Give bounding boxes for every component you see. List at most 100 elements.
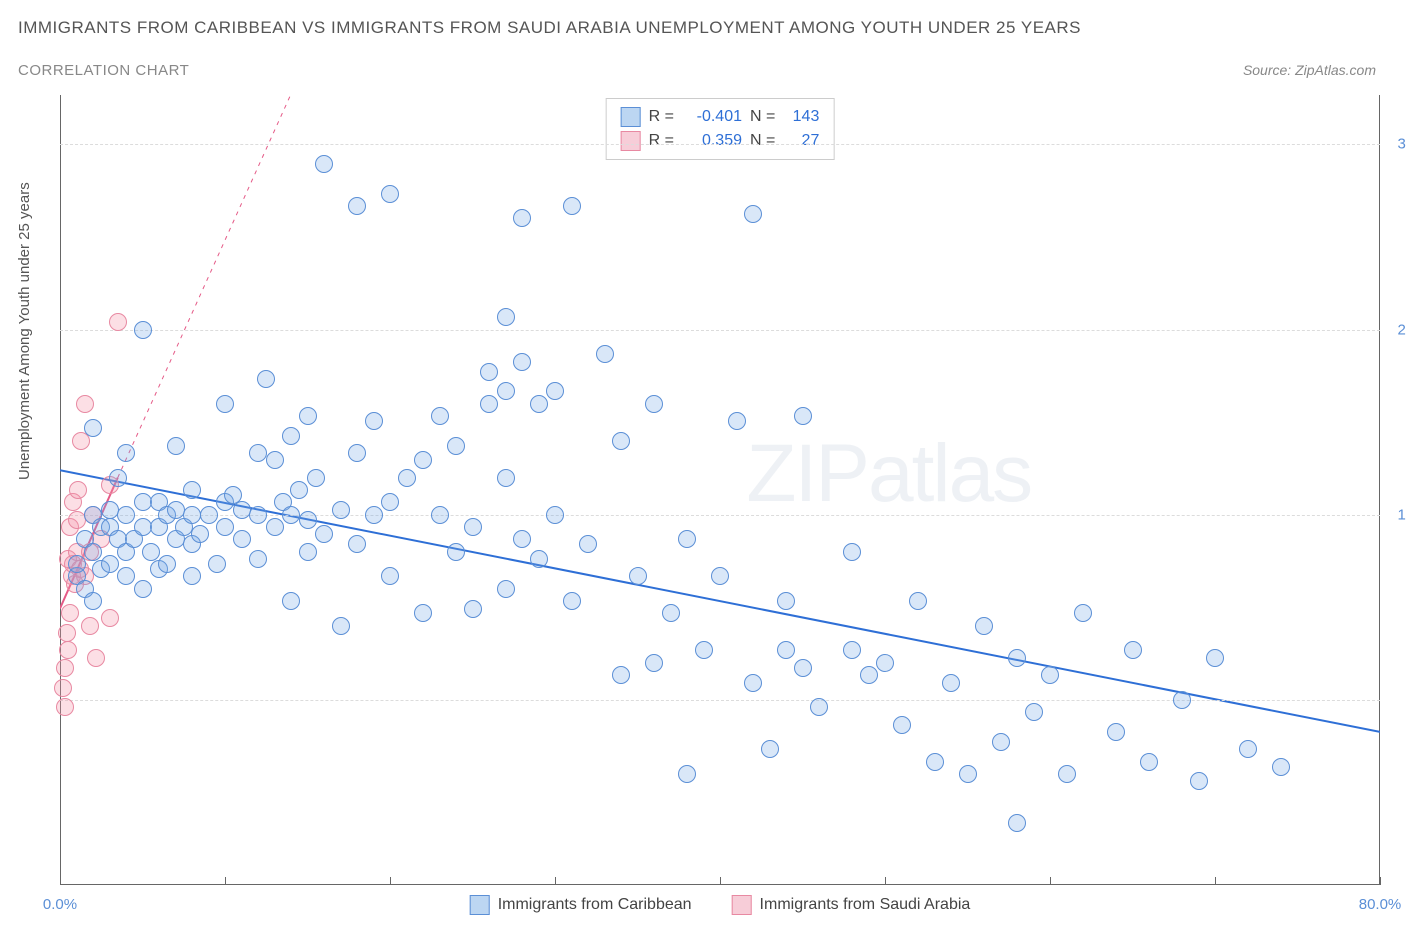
data-point-caribbean (447, 437, 465, 455)
r-label: R = (649, 105, 674, 129)
data-point-saudi (76, 395, 94, 413)
data-point-caribbean (431, 506, 449, 524)
data-point-caribbean (546, 382, 564, 400)
data-point-caribbean (134, 518, 152, 536)
x-tick (60, 877, 61, 885)
stats-legend: R = -0.401 N = 143 R = 0.359 N = 27 (606, 98, 835, 160)
x-tick (885, 877, 886, 885)
data-point-caribbean (480, 363, 498, 381)
y-axis-line (60, 95, 61, 885)
data-point-caribbean (596, 345, 614, 363)
data-point-caribbean (1107, 723, 1125, 741)
x-tick-label: 0.0% (43, 896, 77, 913)
data-point-caribbean (117, 444, 135, 462)
data-point-caribbean (183, 567, 201, 585)
r-value-saudi: 0.359 (682, 129, 742, 153)
data-point-caribbean (68, 555, 86, 573)
data-point-caribbean (167, 501, 185, 519)
chart-subtitle: CORRELATION CHART (18, 62, 189, 79)
data-point-caribbean (975, 617, 993, 635)
data-point-caribbean (414, 604, 432, 622)
data-point-caribbean (249, 444, 267, 462)
data-point-caribbean (381, 567, 399, 585)
data-point-caribbean (299, 543, 317, 561)
data-point-caribbean (101, 501, 119, 519)
data-point-caribbean (299, 407, 317, 425)
data-point-caribbean (909, 592, 927, 610)
n-value-caribbean: 143 (783, 105, 819, 129)
data-point-caribbean (794, 659, 812, 677)
data-point-caribbean (266, 451, 284, 469)
swatch-caribbean (621, 107, 641, 127)
data-point-caribbean (109, 469, 127, 487)
x-tick (1215, 877, 1216, 885)
data-point-caribbean (1008, 649, 1026, 667)
data-point-caribbean (431, 407, 449, 425)
data-point-caribbean (332, 617, 350, 635)
data-point-caribbean (1206, 649, 1224, 667)
data-point-caribbean (1025, 703, 1043, 721)
data-point-caribbean (332, 501, 350, 519)
data-point-caribbean (266, 518, 284, 536)
data-point-caribbean (662, 604, 680, 622)
data-point-caribbean (464, 600, 482, 618)
data-point-caribbean (612, 666, 630, 684)
data-point-caribbean (497, 580, 515, 598)
x-tick (225, 877, 226, 885)
data-point-caribbean (191, 525, 209, 543)
data-point-caribbean (183, 506, 201, 524)
data-point-caribbean (728, 412, 746, 430)
data-point-caribbean (513, 530, 531, 548)
series-legend: Immigrants from Caribbean Immigrants fro… (470, 895, 971, 915)
x-tick (1380, 877, 1381, 885)
y-tick-label: 30.0% (1385, 136, 1406, 153)
data-point-caribbean (233, 530, 251, 548)
trend-lines-layer (60, 95, 1380, 885)
data-point-caribbean (843, 641, 861, 659)
data-point-caribbean (744, 674, 762, 692)
data-point-saudi (56, 698, 74, 716)
watermark-zip: ZIP (746, 428, 868, 519)
data-point-caribbean (117, 567, 135, 585)
data-point-caribbean (843, 543, 861, 561)
data-point-caribbean (183, 481, 201, 499)
data-point-caribbean (216, 518, 234, 536)
data-point-caribbean (365, 506, 383, 524)
legend-item-saudi: Immigrants from Saudi Arabia (732, 895, 971, 915)
y-axis-label: Unemployment Among Youth under 25 years (16, 182, 33, 480)
y-tick-label: 7.5% (1385, 691, 1406, 708)
data-point-caribbean (134, 321, 152, 339)
data-point-caribbean (497, 308, 515, 326)
data-point-caribbean (348, 444, 366, 462)
data-point-caribbean (480, 395, 498, 413)
data-point-caribbean (959, 765, 977, 783)
data-point-caribbean (1008, 814, 1026, 832)
data-point-saudi (87, 649, 105, 667)
data-point-caribbean (497, 382, 515, 400)
swatch-saudi (732, 895, 752, 915)
data-point-caribbean (158, 555, 176, 573)
data-point-caribbean (744, 205, 762, 223)
data-point-saudi (69, 481, 87, 499)
n-label: N = (750, 105, 775, 129)
data-point-caribbean (513, 353, 531, 371)
data-point-caribbean (134, 580, 152, 598)
data-point-saudi (58, 624, 76, 642)
data-point-caribbean (381, 185, 399, 203)
grid-line (60, 330, 1380, 331)
data-point-caribbean (1239, 740, 1257, 758)
chart-title: IMMIGRANTS FROM CARIBBEAN VS IMMIGRANTS … (18, 18, 1081, 38)
data-point-caribbean (612, 432, 630, 450)
data-point-caribbean (208, 555, 226, 573)
data-point-caribbean (563, 197, 581, 215)
data-point-caribbean (464, 518, 482, 536)
legend-label-caribbean: Immigrants from Caribbean (498, 896, 692, 914)
data-point-caribbean (992, 733, 1010, 751)
data-point-caribbean (315, 525, 333, 543)
data-point-saudi (101, 609, 119, 627)
data-point-caribbean (678, 765, 696, 783)
y-axis-line-right (1379, 95, 1380, 885)
data-point-caribbean (84, 419, 102, 437)
data-point-caribbean (530, 395, 548, 413)
data-point-caribbean (348, 197, 366, 215)
